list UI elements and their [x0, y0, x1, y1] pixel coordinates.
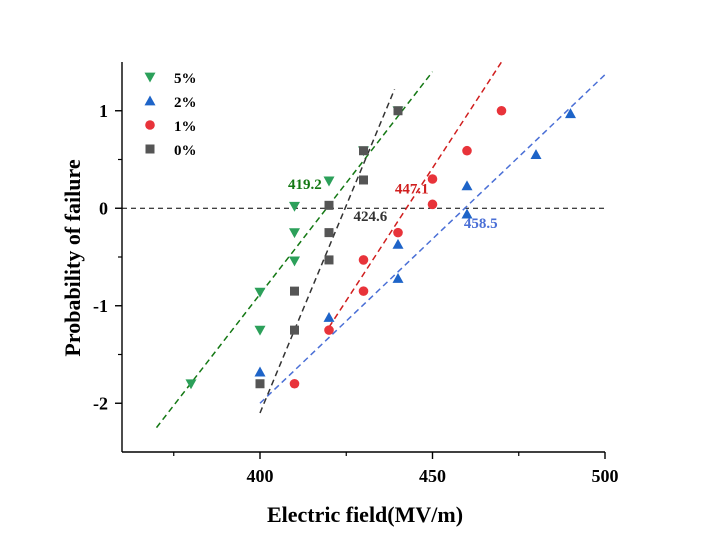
series-2-point	[496, 105, 507, 116]
legend-label-3: 0%	[174, 143, 197, 159]
series-1-point	[392, 272, 404, 283]
series-1-point	[254, 366, 266, 377]
series-2-point	[289, 378, 300, 389]
series-2-point	[358, 255, 369, 265]
series-3-point	[359, 175, 368, 185]
series-3-point	[290, 325, 299, 335]
y-tick-label: 1	[99, 101, 108, 121]
legend-marker-1	[144, 95, 156, 106]
series-3-point	[255, 379, 265, 389]
data-points	[185, 105, 576, 390]
series-0-point	[185, 379, 197, 390]
x-axis-title: Electric field(MV/m)	[267, 502, 463, 527]
annotations: 419.2 458.5 447.1 424.6	[288, 177, 498, 232]
series-3-point	[290, 286, 299, 296]
series-2-point	[462, 145, 472, 156]
legend-label-2: 1%	[174, 119, 197, 135]
series-2-fit-line	[328, 61, 503, 328]
x-tick-label: 500	[592, 466, 619, 486]
legend-label-0: 5%	[174, 71, 197, 87]
series-0-point	[289, 228, 300, 239]
series-1-point	[392, 238, 404, 249]
series-0-point	[254, 325, 266, 336]
series-3-point	[359, 146, 368, 156]
fit-lines	[155, 61, 606, 429]
series-2-point	[427, 199, 438, 210]
series-0-point	[289, 256, 300, 267]
axes: 400 450 500 -2 -1 0 1	[93, 62, 619, 486]
series-1-point	[461, 180, 473, 191]
series-2-point	[393, 227, 403, 238]
series-3-point	[324, 200, 334, 210]
legend-marker-3	[145, 144, 155, 154]
x-tick-label: 450	[419, 466, 446, 486]
series-1-point	[565, 108, 576, 119]
series-3-point	[393, 106, 403, 116]
series-1-fit-line	[259, 74, 606, 404]
series-2-point	[358, 286, 369, 296]
y-tick-label: -1	[93, 296, 108, 316]
series-1-point	[323, 311, 335, 322]
series-1-point	[530, 149, 542, 160]
legend-marker-2	[145, 120, 155, 130]
series-2-point	[427, 174, 438, 184]
series-0-annotation: 419.2	[288, 177, 322, 193]
y-axis-title: Probability of failure	[60, 159, 85, 356]
y-tick-label: 0	[99, 198, 108, 218]
series-3-annotation: 424.6	[354, 209, 388, 225]
series-3-fit-line	[259, 89, 396, 414]
series-0-point	[323, 176, 335, 187]
x-tick-label: 400	[247, 466, 274, 486]
y-tick-label: -2	[93, 393, 108, 413]
series-0-fit-line	[155, 71, 434, 429]
series-2-annotation: 447.1	[395, 182, 429, 198]
series-3-point	[324, 255, 334, 265]
series-3-point	[324, 228, 334, 238]
legend-marker-0	[144, 72, 156, 83]
series-0-point	[289, 201, 300, 212]
series-2-point	[324, 325, 334, 335]
series-0-point	[254, 287, 266, 298]
legend-label-1: 2%	[174, 95, 197, 111]
series-1-annotation: 458.5	[464, 216, 498, 232]
series-1-point	[461, 208, 473, 219]
legend: 5% 2% 1% 0%	[144, 71, 197, 159]
